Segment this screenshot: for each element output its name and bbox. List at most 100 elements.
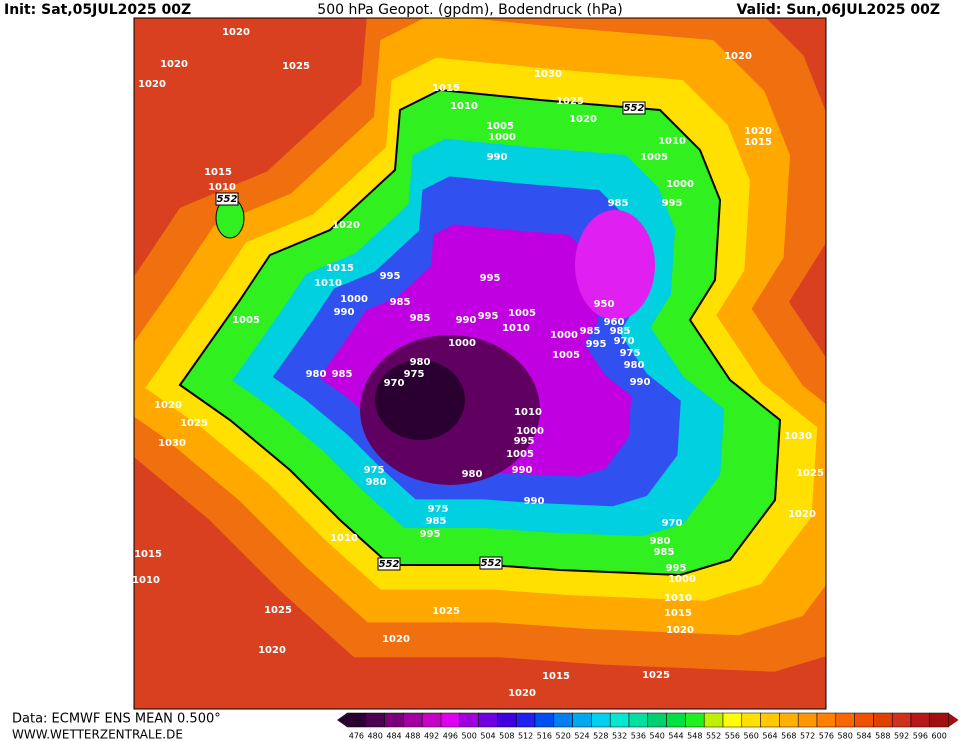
isobar-label: 1020: [222, 27, 250, 38]
colorbar-arrow: [337, 713, 347, 727]
data-source: Data: ECMWF ENS MEAN 0.500°: [12, 712, 221, 727]
isobar-label: 1005: [506, 449, 534, 460]
isobar-label: 1020: [724, 51, 752, 62]
colorbar-swatch: [910, 712, 931, 728]
isobar-label: 1000: [488, 132, 516, 143]
colorbar-swatch: [873, 712, 893, 728]
colorbar-label: 532: [612, 732, 627, 741]
isobar-label: 1015: [134, 549, 162, 560]
isobar-label: 990: [630, 377, 651, 388]
isobar-label: 1000: [668, 574, 696, 585]
map-title: 500 hPa Geopot. (gpdm), Bodendruck (hPa): [317, 2, 622, 18]
colorbar-label: 536: [631, 732, 646, 741]
isobar-label: 990: [456, 315, 477, 326]
colorbar-swatch: [515, 712, 536, 728]
colorbar-label: 540: [650, 732, 665, 741]
colorbar-label: 480: [368, 732, 383, 741]
isobar-label: 995: [380, 271, 401, 282]
contour-box: [377, 557, 401, 571]
contour-label: 552: [624, 103, 645, 114]
isobar-label: 950: [594, 299, 615, 310]
isobar-label: 1015: [432, 83, 460, 94]
colorbar-swatch: [534, 712, 555, 728]
contour-label: 552: [217, 194, 238, 205]
isobar-label: 980: [462, 469, 483, 480]
isobar-label: 980: [306, 369, 327, 380]
isobar-label: 1030: [534, 69, 562, 80]
colorbar-label: 600: [932, 732, 947, 741]
isobar-label: 985: [610, 326, 631, 337]
colorbar-swatch: [797, 712, 818, 728]
colorbar-label: 516: [537, 732, 552, 741]
colorbar-swatch: [365, 712, 385, 728]
isobar-label: 1030: [158, 438, 186, 449]
isobar-label: 980: [366, 477, 387, 488]
isobar-label: 985: [580, 326, 601, 337]
isobar-label: 1010: [658, 136, 686, 147]
colorbar-swatch: [722, 712, 743, 728]
colorbar-swatch: [647, 712, 667, 728]
colorbar-label: 488: [405, 732, 420, 741]
isobar-label: 1020: [666, 625, 694, 636]
colorbar-swatch: [929, 712, 949, 728]
isobar-label: 1010: [514, 407, 542, 418]
colorbar-swatch: [685, 712, 705, 728]
map-frame: [133, 17, 827, 710]
colorbar-swatch: [666, 712, 686, 728]
colorbar-label: 564: [762, 732, 777, 741]
isobar-label: 1030: [784, 431, 812, 442]
colorbar-swatch: [760, 712, 780, 728]
colorbar-label: 572: [800, 732, 815, 741]
isobar-label: 1020: [160, 59, 188, 70]
isobar-label: 980: [650, 536, 671, 547]
isobar-label: 970: [384, 378, 405, 389]
isobar-label: 1005: [552, 350, 580, 361]
colorbar-label: 492: [424, 732, 439, 741]
colorbar-swatch: [609, 712, 630, 728]
colorbar-swatch: [478, 712, 498, 728]
isobar-label: 1020: [788, 509, 816, 520]
isobar-label: 1000: [448, 338, 476, 349]
colorbar-label: 552: [706, 732, 721, 741]
valid-time: Valid: Sun,06JUL2025 00Z: [737, 2, 940, 18]
colorbar-label: 504: [480, 732, 495, 741]
colorbar-label: 556: [725, 732, 740, 741]
isobar-label: 975: [404, 369, 425, 380]
isobar-label: 970: [662, 518, 683, 529]
isobar-label: 990: [512, 465, 533, 476]
isobar-label: 1015: [744, 137, 772, 148]
colorbar-swatch: [628, 712, 649, 728]
isobar-label: 1010: [314, 278, 342, 289]
isobar-label: 1000: [550, 330, 578, 341]
isobar-label: 985: [654, 547, 675, 558]
isobar-label: 975: [620, 348, 641, 359]
colorbar: 476 480 484 488 492 496 500 504 508 512 516 520 524 5…: [337, 712, 959, 741]
colorbar-label: 476: [349, 732, 364, 741]
contour-label: 552: [481, 558, 502, 569]
isobar-label: 990: [524, 496, 545, 507]
isobar-label: 995: [420, 529, 441, 540]
colorbar-swatch: [403, 712, 423, 728]
colorbar-label: 588: [875, 732, 890, 741]
colorbar-swatch: [591, 712, 611, 728]
isobar-label: 985: [426, 516, 447, 527]
colorbar-label: 584: [856, 732, 871, 741]
colorbar-arrow: [948, 713, 959, 727]
colorbar-label: 500: [462, 732, 477, 741]
isobar-label: 995: [480, 273, 501, 284]
contour-box: [215, 192, 239, 206]
isobar-label: 1020: [744, 126, 772, 137]
isobar-label: 990: [334, 307, 355, 318]
isobar-label: 1025: [556, 96, 584, 107]
isobar-label: 1000: [516, 426, 544, 437]
colorbar-label: 508: [499, 732, 514, 741]
isobar-label: 1025: [642, 670, 670, 681]
colorbar-swatch: [854, 712, 874, 728]
isobar-label: 1020: [332, 220, 360, 231]
isobar-label: 1010: [502, 323, 530, 334]
isobar-label: 985: [390, 297, 411, 308]
colorbar-label: 544: [668, 732, 683, 741]
colorbar-label: 520: [556, 732, 571, 741]
isobar-label: 1020: [569, 114, 597, 125]
isobar-label: 980: [410, 357, 431, 368]
